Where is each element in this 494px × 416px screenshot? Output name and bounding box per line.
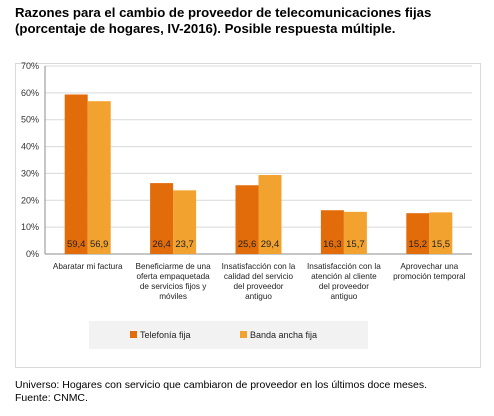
data-label: 15,7 bbox=[346, 239, 365, 250]
category-label: de servicios fijos y bbox=[140, 282, 207, 291]
y-tick-label: 0% bbox=[26, 249, 39, 259]
category-label: del proveedor bbox=[319, 282, 369, 291]
bar bbox=[235, 185, 259, 254]
y-tick-label: 30% bbox=[21, 168, 39, 178]
data-label: 26,4 bbox=[152, 239, 171, 250]
category-label: del proveedor bbox=[233, 282, 283, 291]
legend-swatch bbox=[130, 331, 137, 338]
category-label: calidad del servicio bbox=[224, 272, 294, 281]
legend-swatch bbox=[240, 331, 247, 338]
chart-notes: Universo: Hogares con servicio que cambi… bbox=[15, 379, 485, 404]
bar bbox=[406, 213, 430, 254]
y-tick-label: 60% bbox=[21, 88, 39, 98]
y-tick-label: 50% bbox=[21, 115, 39, 125]
data-label: 15,5 bbox=[432, 239, 451, 250]
bar bbox=[343, 211, 367, 254]
category-label: Beneficiarme de una bbox=[136, 262, 212, 271]
category-label: oferta empaquetada bbox=[136, 272, 210, 281]
category-label: Aprovechar una bbox=[400, 262, 458, 271]
legend-label: Banda ancha fija bbox=[250, 330, 317, 340]
chart-title-line-1: Razones para el cambio de proveedor de t… bbox=[15, 5, 432, 20]
bar bbox=[429, 212, 453, 254]
y-tick-label: 10% bbox=[21, 222, 39, 232]
bar bbox=[258, 175, 282, 254]
bar bbox=[64, 94, 88, 255]
data-label: 23,7 bbox=[175, 239, 194, 250]
data-label: 15,2 bbox=[409, 239, 428, 250]
data-label: 16,3 bbox=[323, 239, 342, 250]
chart-frame bbox=[15, 63, 481, 368]
source-note: Fuente: CNMC. bbox=[15, 391, 88, 404]
category-label: atención al cliente bbox=[311, 272, 377, 281]
legend-label: Telefonía fija bbox=[140, 330, 191, 340]
data-label: 56,9 bbox=[90, 239, 109, 250]
data-label: 25,6 bbox=[238, 239, 257, 250]
category-label: Abaratar mi factura bbox=[53, 262, 123, 271]
bar bbox=[150, 183, 174, 254]
chart-title: Razones para el cambio de proveedor de t… bbox=[15, 5, 485, 37]
data-label: 59,4 bbox=[67, 239, 86, 250]
category-label: Insatisfacción con la bbox=[222, 262, 296, 271]
category-label: móviles bbox=[159, 292, 187, 301]
universe-note: Universo: Hogares con servicio que cambi… bbox=[15, 379, 428, 391]
y-tick-label: 70% bbox=[21, 61, 39, 71]
y-tick-label: 20% bbox=[21, 195, 39, 205]
category-label: Insatisfacción con la bbox=[307, 262, 381, 271]
bar bbox=[87, 101, 111, 254]
y-tick-label: 40% bbox=[21, 142, 39, 152]
bar bbox=[173, 190, 197, 254]
data-label: 29,4 bbox=[261, 239, 280, 250]
chart-title-line-2: (porcentaje de hogares, IV-2016). Posibl… bbox=[15, 21, 396, 36]
category-label: antiguo bbox=[245, 292, 272, 301]
category-label: promoción temporal bbox=[393, 272, 466, 281]
category-label: antiguo bbox=[330, 292, 357, 301]
bar bbox=[320, 210, 344, 254]
